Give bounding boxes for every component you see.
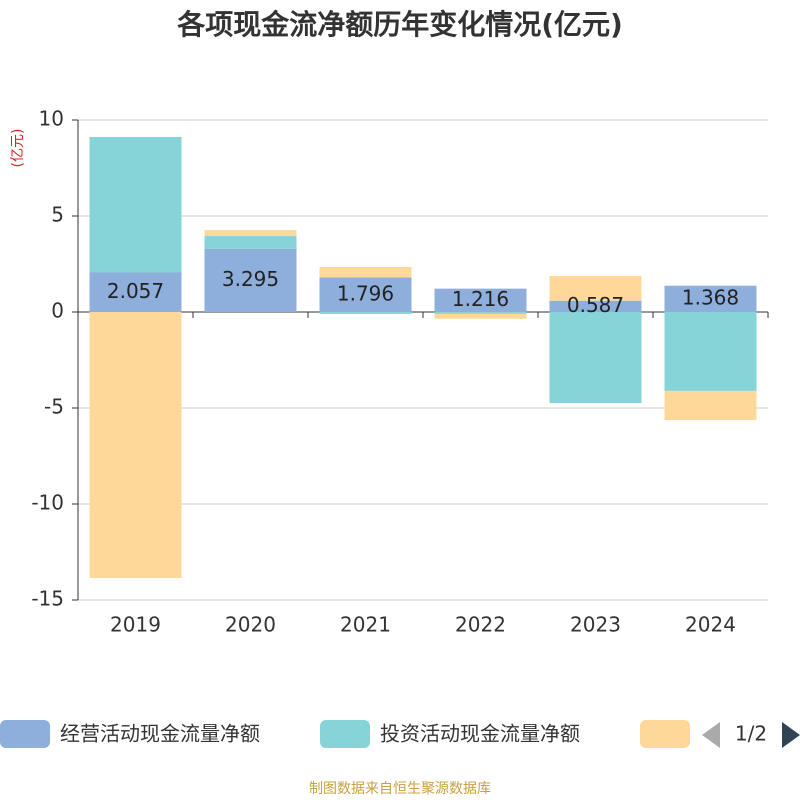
bar bbox=[549, 312, 642, 404]
y-tick-label: -15 bbox=[31, 587, 64, 611]
bar bbox=[89, 136, 182, 273]
bar bbox=[549, 300, 642, 312]
data-label: 1.368 bbox=[682, 285, 739, 309]
y-tick-label: 10 bbox=[39, 107, 64, 131]
bar bbox=[434, 313, 527, 319]
bar bbox=[89, 312, 182, 578]
bar bbox=[434, 288, 527, 312]
legend-prev[interactable] bbox=[702, 722, 720, 748]
bar bbox=[664, 285, 757, 312]
data-label: 0.587 bbox=[567, 293, 624, 317]
data-label: 2.057 bbox=[107, 279, 164, 303]
legend-swatch[interactable] bbox=[320, 720, 370, 748]
bar bbox=[319, 312, 412, 314]
bar bbox=[204, 230, 297, 237]
y-tick-label: 5 bbox=[51, 203, 64, 227]
bar bbox=[664, 390, 757, 421]
x-tick-label: 2021 bbox=[340, 613, 391, 637]
legend-label[interactable]: 经营活动现金流量净额 bbox=[60, 722, 260, 746]
data-label: 3.295 bbox=[222, 267, 279, 291]
chart-title: 各项现金流净额历年变化情况(亿元) bbox=[176, 8, 623, 41]
bar bbox=[204, 248, 297, 312]
legend-label[interactable]: 投资活动现金流量净额 bbox=[380, 722, 580, 746]
legend-page: 1/2 bbox=[735, 722, 767, 746]
data-label: 1.216 bbox=[452, 287, 509, 311]
x-tick-label: 2024 bbox=[685, 613, 736, 637]
x-tick-label: 2020 bbox=[225, 613, 276, 637]
bar bbox=[89, 272, 182, 312]
bar bbox=[319, 266, 412, 278]
legend-swatch[interactable] bbox=[0, 720, 50, 748]
data-label: 1.796 bbox=[337, 281, 394, 305]
bar bbox=[319, 277, 412, 312]
y-tick-label: -10 bbox=[31, 491, 64, 515]
source-note: 制图数据来自恒生聚源数据库 bbox=[309, 781, 491, 797]
y-unit: (亿元) bbox=[10, 129, 26, 168]
x-tick-label: 2022 bbox=[455, 613, 506, 637]
bar bbox=[549, 275, 642, 301]
y-tick-label: 0 bbox=[51, 299, 64, 323]
bar bbox=[664, 312, 757, 391]
x-tick-label: 2019 bbox=[110, 613, 161, 637]
legend-swatch[interactable] bbox=[640, 720, 690, 748]
legend-next[interactable] bbox=[782, 722, 800, 748]
x-tick-label: 2023 bbox=[570, 613, 621, 637]
y-tick-label: -5 bbox=[44, 395, 64, 419]
bar bbox=[204, 236, 297, 249]
bar bbox=[434, 312, 527, 314]
